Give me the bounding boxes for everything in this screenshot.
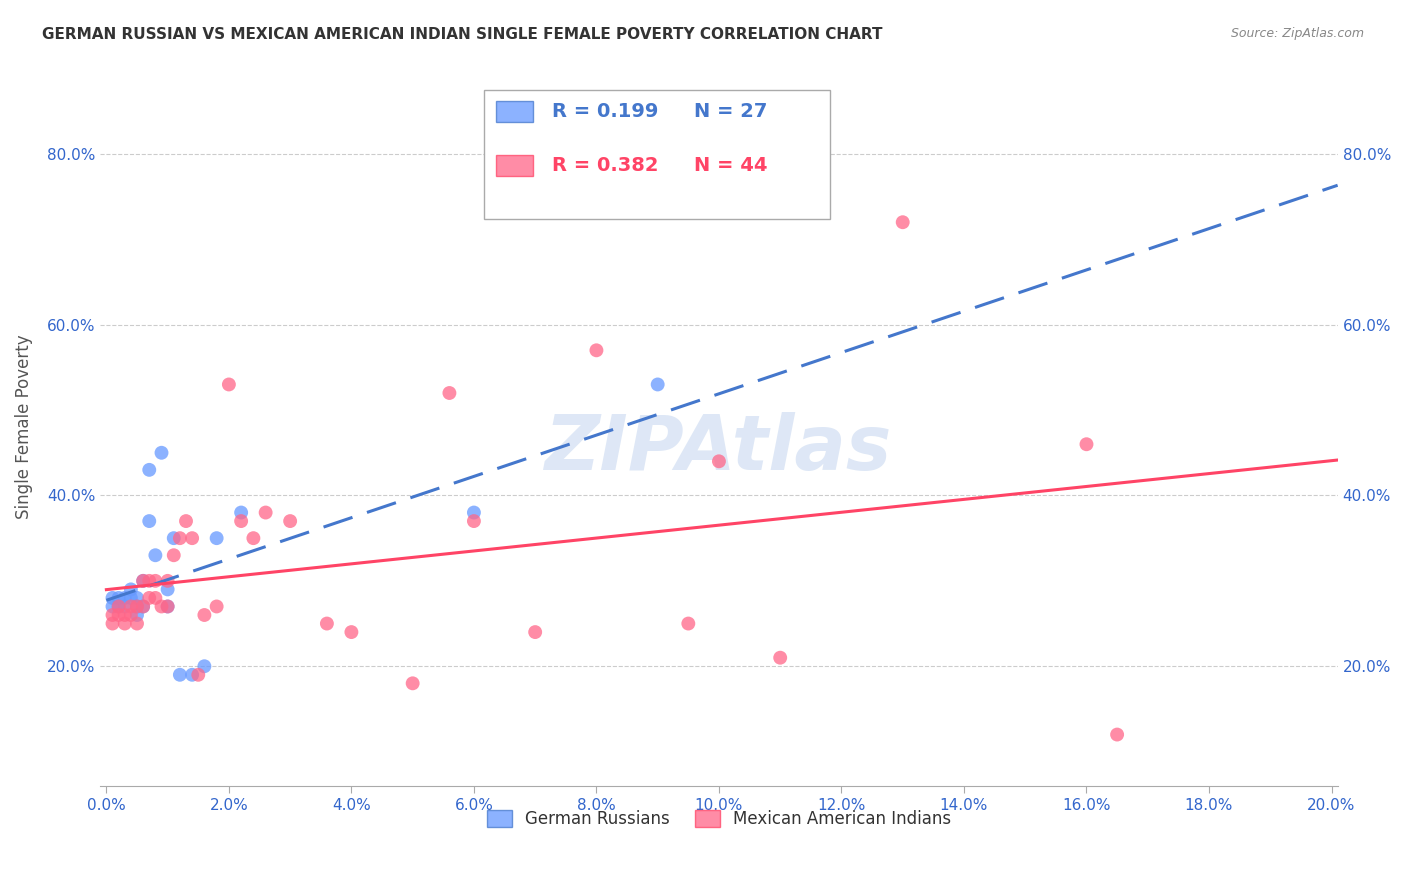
Point — [145, 548, 167, 562]
Point — [125, 599, 148, 614]
Point — [524, 625, 547, 640]
Point — [156, 582, 179, 597]
Point — [163, 531, 186, 545]
Point — [138, 591, 160, 605]
Point — [145, 591, 167, 605]
Point — [132, 599, 155, 614]
Point — [439, 386, 461, 401]
Point — [187, 667, 209, 681]
Point — [107, 599, 129, 614]
Point — [231, 514, 253, 528]
Point — [156, 599, 179, 614]
Point — [231, 506, 253, 520]
Point — [242, 531, 264, 545]
Point — [120, 599, 142, 614]
Bar — [496, 101, 533, 122]
Point — [125, 591, 148, 605]
Point — [107, 607, 129, 622]
Point — [101, 616, 124, 631]
Point — [193, 659, 215, 673]
Point — [101, 607, 124, 622]
Point — [101, 591, 124, 605]
Point — [138, 574, 160, 588]
Point — [132, 599, 155, 614]
Text: N = 44: N = 44 — [695, 156, 768, 175]
Point — [132, 574, 155, 588]
Point — [120, 582, 142, 597]
Point — [278, 514, 301, 528]
Point — [401, 676, 423, 690]
Text: GERMAN RUSSIAN VS MEXICAN AMERICAN INDIAN SINGLE FEMALE POVERTY CORRELATION CHAR: GERMAN RUSSIAN VS MEXICAN AMERICAN INDIA… — [42, 27, 883, 42]
Point — [218, 377, 240, 392]
Point — [707, 454, 730, 468]
Point — [205, 599, 228, 614]
Bar — [496, 154, 533, 176]
Point — [181, 667, 204, 681]
Point — [150, 446, 173, 460]
Point — [193, 607, 215, 622]
Point — [125, 616, 148, 631]
Point — [120, 607, 142, 622]
Point — [114, 616, 136, 631]
Point — [181, 531, 204, 545]
Point — [125, 599, 148, 614]
Point — [101, 599, 124, 614]
Point — [463, 514, 485, 528]
Point — [1076, 437, 1098, 451]
Text: N = 27: N = 27 — [695, 102, 768, 121]
Point — [769, 650, 792, 665]
Point — [585, 343, 607, 358]
Point — [205, 531, 228, 545]
Point — [891, 215, 914, 229]
Point — [114, 599, 136, 614]
Point — [125, 607, 148, 622]
Point — [107, 599, 129, 614]
Point — [114, 591, 136, 605]
Point — [114, 607, 136, 622]
Text: ZIPAtlas: ZIPAtlas — [546, 412, 893, 485]
Point — [316, 616, 339, 631]
Point — [647, 377, 669, 392]
Text: R = 0.199: R = 0.199 — [553, 102, 658, 121]
Point — [150, 599, 173, 614]
Point — [132, 574, 155, 588]
Point — [340, 625, 363, 640]
Point — [156, 574, 179, 588]
Point — [463, 506, 485, 520]
Point — [163, 548, 186, 562]
Point — [678, 616, 700, 631]
Y-axis label: Single Female Poverty: Single Female Poverty — [15, 334, 32, 519]
Point — [254, 506, 277, 520]
Text: Source: ZipAtlas.com: Source: ZipAtlas.com — [1230, 27, 1364, 40]
Text: R = 0.382: R = 0.382 — [553, 156, 658, 175]
Point — [138, 514, 160, 528]
Point — [174, 514, 197, 528]
Point — [138, 463, 160, 477]
Point — [169, 667, 191, 681]
Point — [107, 591, 129, 605]
Point — [120, 591, 142, 605]
FancyBboxPatch shape — [484, 90, 831, 219]
Point — [1107, 727, 1129, 741]
Point — [145, 574, 167, 588]
Legend: German Russians, Mexican American Indians: German Russians, Mexican American Indian… — [479, 804, 957, 835]
Point — [156, 599, 179, 614]
Point — [169, 531, 191, 545]
